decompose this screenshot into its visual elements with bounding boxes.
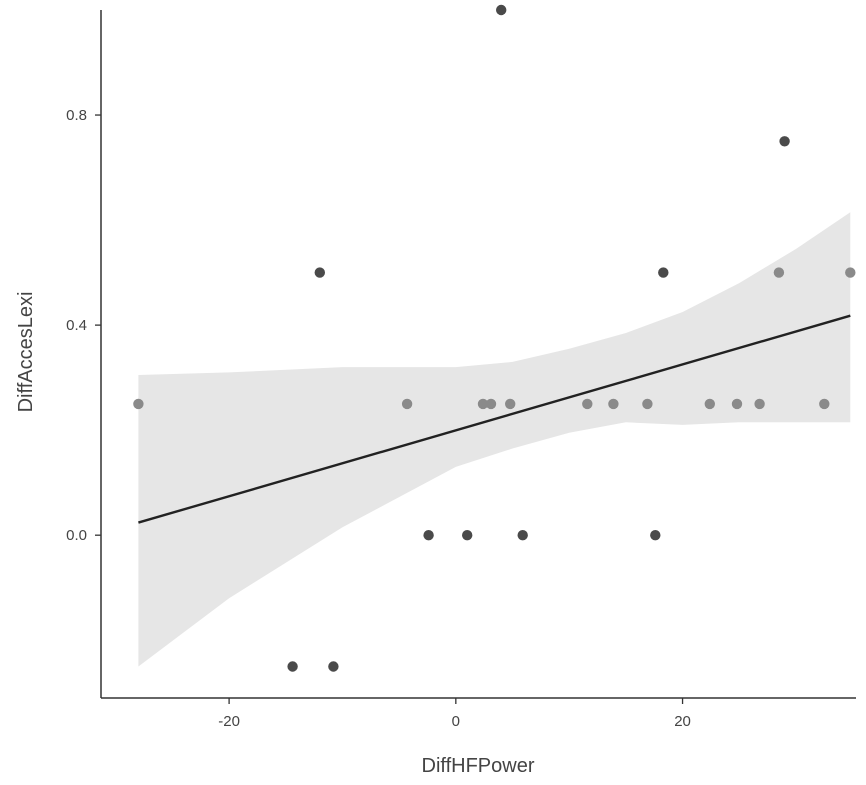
regression-line-layer xyxy=(138,314,851,524)
data-point xyxy=(845,267,856,278)
x-tick-label: 20 xyxy=(674,713,691,730)
data-point xyxy=(423,530,434,541)
y-tick-label: 0.0 xyxy=(66,527,87,544)
data-point xyxy=(642,398,653,410)
data-point xyxy=(485,398,497,410)
data-point xyxy=(819,398,830,410)
x-axis-title: DiffHFPower xyxy=(422,755,535,777)
data-point xyxy=(496,4,507,16)
y-tick-label: 0.4 xyxy=(66,317,87,334)
confidence-band xyxy=(138,212,851,667)
data-point xyxy=(477,398,489,410)
data-point xyxy=(704,398,715,410)
data-point xyxy=(505,398,516,410)
axes-layer: -20 0 20 0.0 0.4 0.8 xyxy=(66,10,856,730)
data-point xyxy=(517,530,528,541)
data-point xyxy=(287,661,298,672)
data-point xyxy=(731,398,743,410)
data-point xyxy=(650,530,661,541)
data-point xyxy=(754,398,765,410)
regression-line xyxy=(138,314,851,524)
data-point xyxy=(133,398,144,410)
data-point xyxy=(462,530,473,541)
data-point xyxy=(658,267,669,278)
x-tick-label: 0 xyxy=(452,713,460,730)
data-point xyxy=(401,398,413,410)
y-tick-label: 0.8 xyxy=(66,107,87,124)
y-axis-title: DiffAccesLexi xyxy=(15,292,37,413)
data-point xyxy=(582,398,593,410)
data-point xyxy=(773,267,785,278)
confidence-band-layer xyxy=(138,212,851,667)
data-point xyxy=(608,398,619,410)
data-point xyxy=(779,136,790,147)
data-point xyxy=(328,661,339,672)
x-tick-label: -20 xyxy=(218,713,240,730)
data-points-layer xyxy=(133,4,856,672)
data-point xyxy=(314,267,325,278)
